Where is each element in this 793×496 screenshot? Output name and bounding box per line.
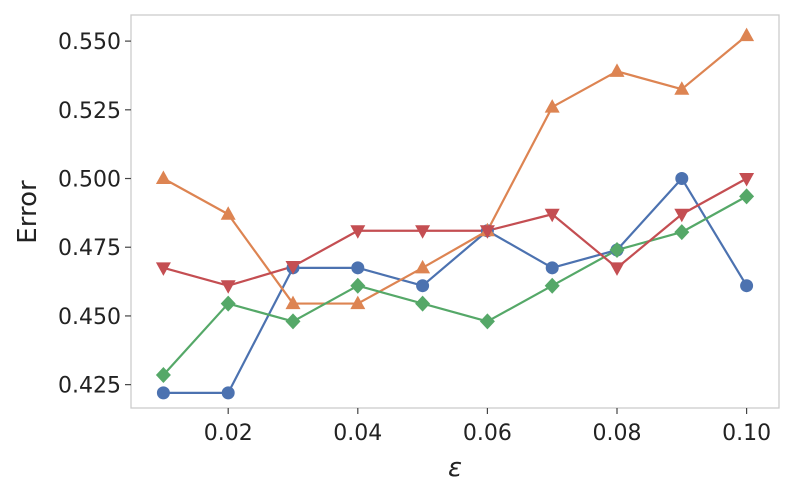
x-tick-label: 0.10 xyxy=(722,421,771,446)
series-3-point xyxy=(350,277,366,294)
series-1-point xyxy=(221,386,235,400)
series-2-line xyxy=(162,34,748,305)
series-2-point xyxy=(415,259,431,274)
series-2-point xyxy=(155,170,171,185)
series-1-point xyxy=(675,172,689,186)
series-4-point xyxy=(739,173,755,187)
series-3-point xyxy=(674,224,690,241)
y-tick-label: 0.450 xyxy=(58,305,121,330)
series-4-point xyxy=(415,225,431,239)
series-3-point xyxy=(739,188,755,205)
series-1-point xyxy=(351,261,365,275)
series-1-point xyxy=(416,279,430,293)
series-3-point xyxy=(415,295,431,312)
series-4-point xyxy=(544,208,560,223)
series-3-point xyxy=(155,367,171,384)
series-2-point xyxy=(609,63,625,77)
series-4-point xyxy=(220,280,236,294)
series-3-point xyxy=(285,313,301,330)
series-1-point xyxy=(545,261,559,275)
series-1-point xyxy=(740,279,754,293)
series-4-point xyxy=(285,260,301,275)
series-lines xyxy=(162,34,748,394)
x-tick-label: 0.04 xyxy=(333,421,382,446)
series-3-point xyxy=(220,295,236,312)
x-axis: 0.02 0.04 0.06 0.08 0.10 xyxy=(204,408,771,446)
series-1-line xyxy=(163,177,748,394)
x-tick-label: 0.08 xyxy=(593,421,642,446)
y-tick-label: 0.425 xyxy=(58,374,121,399)
x-tick-label: 0.02 xyxy=(204,421,253,446)
series-4-point xyxy=(350,225,366,239)
y-tick-label: 0.550 xyxy=(58,30,121,55)
series-3-point xyxy=(479,313,495,330)
series-4-point xyxy=(155,262,171,276)
series-2-point xyxy=(220,206,236,220)
series-2-point xyxy=(285,295,301,310)
series-1-point xyxy=(156,386,170,400)
y-tick-label: 0.525 xyxy=(58,99,121,124)
series-4-point xyxy=(609,262,625,276)
series-3-point xyxy=(544,277,560,294)
y-axis-title: Error xyxy=(13,180,43,244)
series-markers xyxy=(155,27,755,400)
y-axis: 0.425 0.450 0.475 0.500 0.525 0.550 xyxy=(58,30,131,399)
series-2-point xyxy=(350,295,366,310)
plot-area xyxy=(130,14,780,409)
y-tick-label: 0.500 xyxy=(58,168,121,193)
x-axis-title: ε xyxy=(448,453,462,483)
series-4-point xyxy=(479,225,495,239)
series-3-point xyxy=(609,241,625,258)
series-4-line xyxy=(163,177,748,287)
series-2-point xyxy=(674,81,690,95)
x-tick-label: 0.06 xyxy=(463,421,512,446)
series-4-point xyxy=(674,208,690,223)
series-2-point xyxy=(544,99,560,113)
y-tick-label: 0.475 xyxy=(58,236,121,261)
series-2-point xyxy=(739,27,755,42)
